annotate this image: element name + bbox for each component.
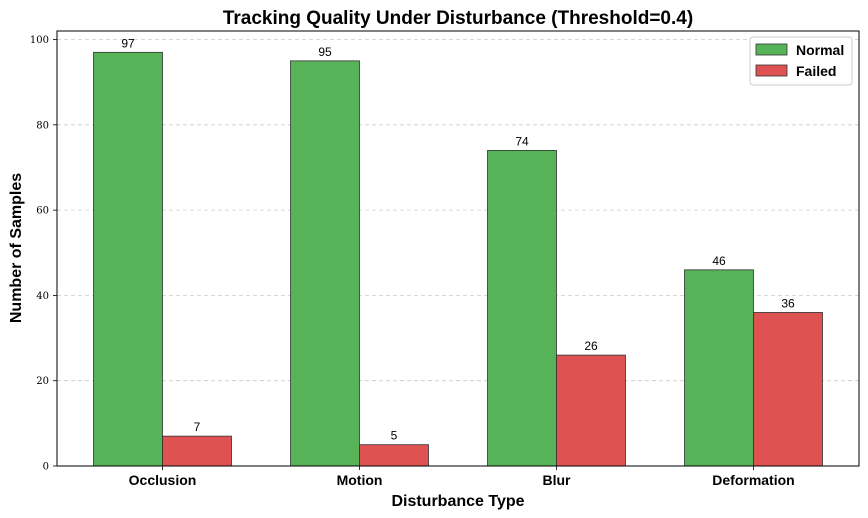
bar-failed-blur [556, 354, 626, 467]
bar-normal-motion [290, 60, 360, 467]
data-label-failed-blur: 26 [584, 339, 598, 353]
legend-label-failed: Failed [796, 63, 836, 79]
y-tick-label-20: 20 [36, 376, 49, 387]
data-label-failed-deformation: 36 [781, 296, 795, 310]
y-tick-label-60: 60 [36, 206, 49, 217]
x-axis-title: Disturbance Type [391, 493, 524, 510]
x-tick-label-motion: Motion [337, 472, 383, 488]
x-axis-ticks: Occlusion Motion Blur Deformation [129, 466, 795, 488]
legend-swatch-failed [755, 64, 788, 77]
x-tick-label-deformation: Deformation [712, 472, 794, 488]
y-tick-label-100: 100 [30, 35, 49, 46]
data-label-normal-blur: 74 [515, 134, 529, 148]
bar-failed-motion [359, 444, 429, 467]
data-label-normal-deformation: 46 [712, 254, 726, 268]
chart-title: Tracking Quality Under Disturbance (Thre… [223, 8, 693, 29]
data-label-normal-occlusion: 97 [121, 36, 135, 50]
bar-failed-occlusion [162, 435, 232, 467]
bar-normal-occlusion [93, 51, 163, 467]
y-tick-label-40: 40 [36, 291, 49, 302]
bar-failed-deformation [753, 312, 823, 467]
data-label-failed-occlusion: 7 [194, 420, 201, 434]
bar-normal-blur [487, 150, 557, 467]
data-labels-layer: 97 7 95 5 74 26 46 36 [121, 36, 795, 442]
legend-label-normal: Normal [796, 42, 844, 58]
data-label-normal-motion: 95 [318, 45, 332, 59]
y-axis-ticks: 0 20 40 60 80 100 [30, 35, 57, 473]
x-tick-label-blur: Blur [543, 472, 572, 488]
y-axis-title: Number of Samples [8, 173, 25, 323]
legend-swatch-normal [755, 43, 788, 56]
plot-area-frame [56, 30, 860, 467]
y-tick-label-80: 80 [36, 120, 49, 131]
legend: Normal Failed [749, 36, 853, 86]
bars-layer [93, 51, 823, 467]
data-label-failed-motion: 5 [391, 429, 398, 443]
bar-normal-deformation [684, 269, 754, 467]
y-tick-label-0: 0 [43, 462, 49, 473]
x-tick-label-occlusion: Occlusion [129, 472, 197, 488]
